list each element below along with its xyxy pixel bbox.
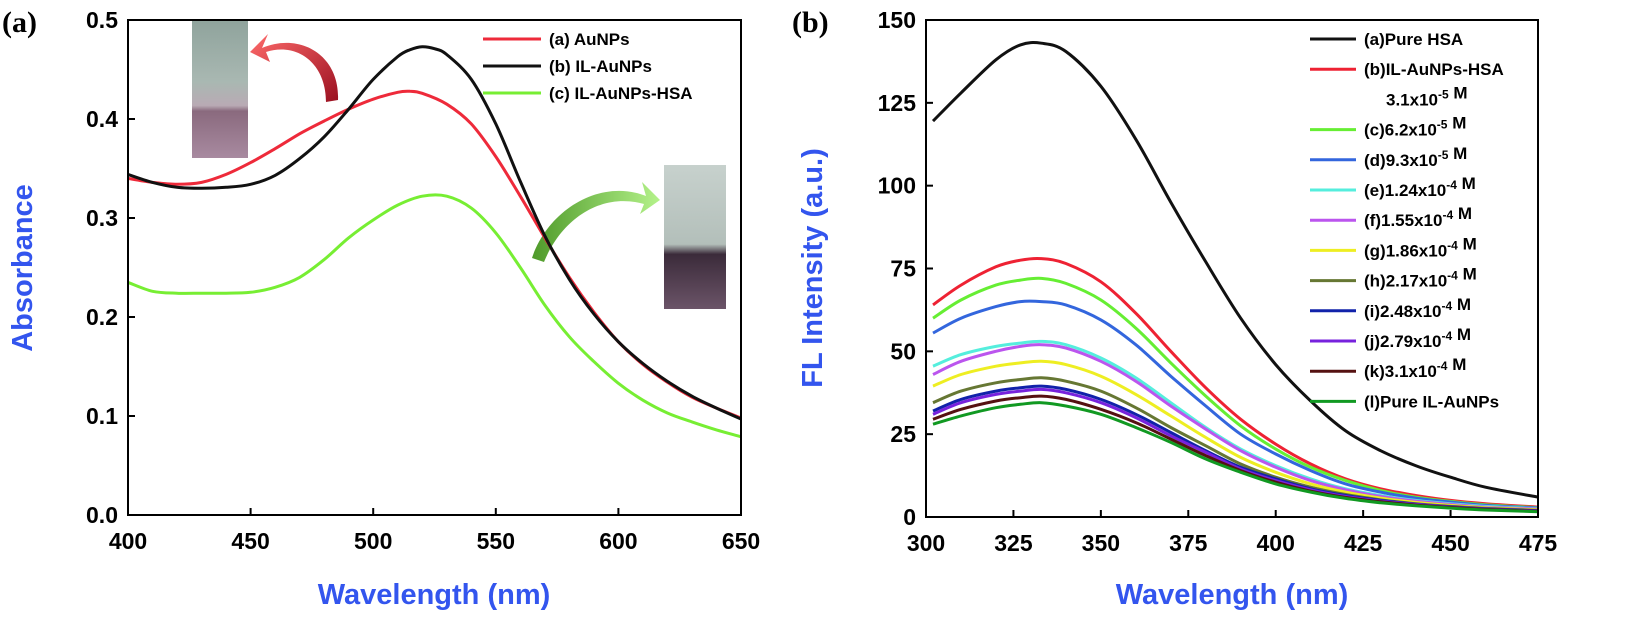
legend-label-10: (j)2.79x10-4 M [1364, 325, 1471, 351]
legend-label-3: (c)6.2x10-5 M [1364, 114, 1466, 140]
x-tick-label: 550 [477, 528, 515, 554]
x-tick-label: 375 [1169, 530, 1208, 556]
series-group-a [127, 45, 742, 439]
legend-label-2: 3.1x10-5 M [1386, 83, 1468, 109]
x-tick-label: 300 [907, 530, 945, 556]
inset-images-a [192, 20, 726, 309]
x-axis-title-a: Wavelength (nm) [318, 579, 551, 611]
y-axis-title-b: FL Intensity (a.u.) [797, 148, 829, 388]
chart-panel-b: (b) 300 325 350 375 400 425 450 475 0 25 50 75 100 12… [792, 6, 1557, 611]
legend-a: (a) AuNPs (b) IL-AuNPs (c) IL-AuNPs-HSA [483, 30, 693, 103]
curved-arrow-green-icon [532, 182, 660, 262]
y-tick-label: 25 [890, 421, 916, 447]
axis-ticks-a: 400 450 500 550 600 650 0.0 0.1 0.2 0.3 0.4 0.5 [86, 7, 760, 554]
vial-photo-il-auNPs-hsa [664, 165, 726, 309]
legend-b: (a)Pure HSA (b)IL-AuNPs-HSA 3.1x10-5 M (c)6… [1310, 30, 1504, 411]
y-tick-label: 0 [903, 504, 916, 530]
x-tick-label: 400 [109, 528, 147, 554]
x-tick-label: 450 [231, 528, 269, 554]
x-tick-label: 350 [1082, 530, 1120, 556]
y-tick-label: 150 [878, 7, 916, 33]
legend-label-1: (a) AuNPs [549, 30, 630, 49]
legend-label-1: (a)Pure HSA [1364, 30, 1463, 49]
series-line-1 [931, 41, 1539, 499]
y-tick-label: 0.0 [86, 502, 118, 528]
legend-label-5: (e)1.24x10-4 M [1364, 174, 1476, 200]
plot-frame-a [127, 19, 742, 516]
panel-label-a: (a) [2, 6, 37, 39]
legend-label-2: (b) IL-AuNPs [549, 57, 652, 76]
x-tick-label: 425 [1344, 530, 1383, 556]
series-line-7 [932, 359, 1539, 512]
legend-label-6: (f)1.55x10-4 M [1364, 204, 1472, 230]
panel-label-b: (b) [792, 6, 829, 39]
y-tick-label: 0.1 [86, 403, 118, 429]
series-line-3 [127, 193, 742, 439]
vial-photo-auNPs [192, 20, 248, 158]
x-tick-label: 400 [1257, 530, 1295, 556]
legend-label-3: (c) IL-AuNPs-HSA [549, 84, 693, 103]
x-tick-label: 500 [354, 528, 392, 554]
y-tick-label: 75 [890, 256, 916, 282]
series-line-4 [932, 299, 1539, 510]
x-tick-label: 650 [722, 528, 760, 554]
series-line-2 [127, 45, 742, 421]
series-line-2 [932, 256, 1539, 509]
legend-label-12: (l)Pure IL-AuNPs [1364, 392, 1499, 411]
y-tick-label: 0.5 [86, 7, 118, 33]
y-tick-label: 0.3 [86, 205, 118, 231]
legend-label-9: (i)2.48x10-4 M [1364, 295, 1471, 321]
legend-label-2: (b)IL-AuNPs-HSA [1364, 60, 1504, 79]
legend-label-8: (h)2.17x10-4 M [1364, 265, 1477, 291]
curved-arrow-red-icon [250, 34, 339, 102]
plot-frame-b [925, 19, 1539, 518]
x-tick-label: 475 [1519, 530, 1558, 556]
y-tick-label: 0.2 [86, 304, 118, 330]
y-axis-title-a: Absorbance [7, 184, 39, 352]
legend-label-4: (d)9.3x10-5 M [1364, 144, 1467, 170]
series-line-12 [932, 401, 1539, 514]
x-axis-title-b: Wavelength (nm) [1116, 579, 1349, 611]
x-tick-label: 600 [599, 528, 637, 554]
x-tick-label: 450 [1431, 530, 1469, 556]
series-group-b [931, 41, 1539, 514]
y-tick-label: 125 [878, 90, 917, 116]
legend-label-7: (g)1.86x10-4 M [1364, 234, 1477, 260]
x-tick-label: 325 [994, 530, 1033, 556]
y-tick-label: 0.4 [86, 106, 118, 132]
y-tick-label: 100 [878, 173, 916, 199]
y-tick-label: 50 [890, 338, 916, 364]
chart-panel-a: (a) 400 450 500 550 600 650 0.0 0.1 0.2 0.3 0.4 0.5… [2, 6, 760, 611]
legend-label-11: (k)3.1x10-4 M [1364, 355, 1466, 381]
